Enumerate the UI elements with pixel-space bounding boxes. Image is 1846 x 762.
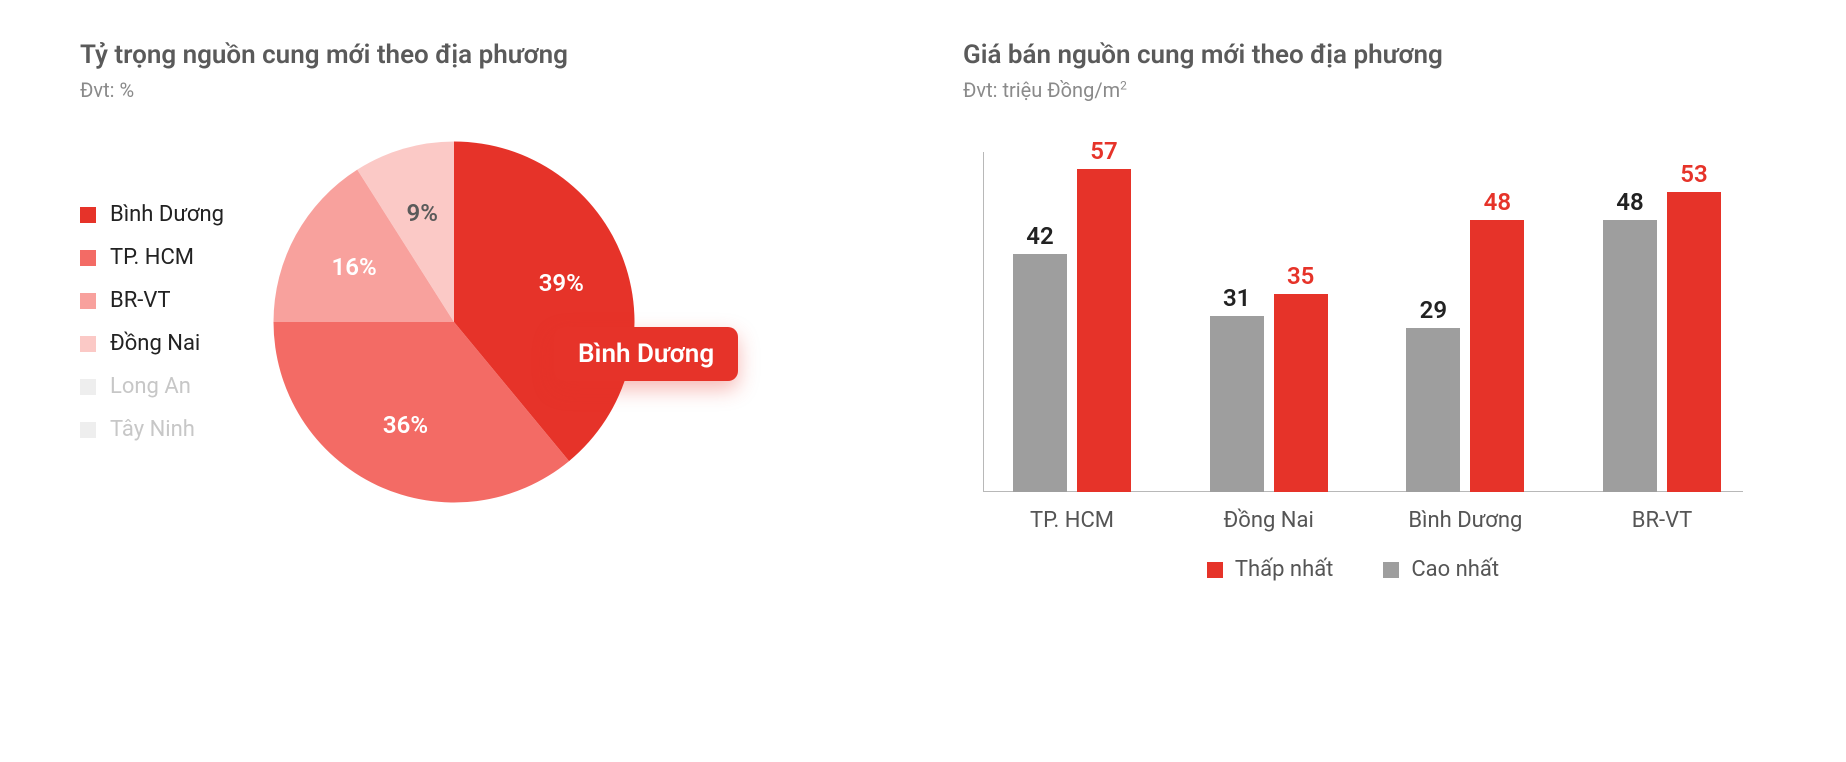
bar: 53: [1667, 192, 1721, 492]
pie-slice-label: 39%: [539, 269, 584, 297]
bar-legend-swatch: [1207, 562, 1223, 578]
pie-legend-label: Long An: [110, 374, 191, 399]
pie-area: Bình Dương TP. HCM BR-VT Đồng Nai Long An Tây…: [80, 132, 883, 512]
pie-panel: Tỷ trọng nguồn cung mới theo địa phương …: [80, 40, 923, 722]
pie-legend-swatch: [80, 293, 96, 309]
pie-callout: Bình Dương: [554, 327, 738, 381]
bar-legend-item: Thấp nhất: [1207, 557, 1333, 582]
bar-subtitle-sup: 2: [1120, 78, 1127, 92]
bar-category-label: Đồng Nai: [1224, 508, 1314, 533]
bar-value-label: 53: [1667, 160, 1721, 188]
pie-legend-label: BR-VT: [110, 288, 170, 313]
bar: 31: [1210, 316, 1264, 492]
pie-legend-label: TP. HCM: [110, 245, 194, 270]
pie-slice-label: 9%: [406, 199, 437, 227]
bar-value-label: 31: [1210, 284, 1264, 312]
bar-value-label: 42: [1013, 222, 1067, 250]
pie-slice-label: 36%: [383, 411, 428, 439]
bar-category-label: Bình Dương: [1408, 508, 1522, 533]
pie-legend: Bình Dương TP. HCM BR-VT Đồng Nai Long An Tây…: [80, 184, 224, 460]
bar: 48: [1470, 220, 1524, 492]
bar-legend-item: Cao nhất: [1383, 557, 1499, 582]
bar-legend-label: Thấp nhất: [1235, 557, 1333, 582]
pie-title: Tỷ trọng nguồn cung mới theo địa phương: [80, 40, 883, 70]
bar: 42: [1013, 254, 1067, 492]
pie-legend-swatch: [80, 207, 96, 223]
pie-legend-item: Đồng Nai: [80, 331, 224, 356]
bar-legend: Thấp nhất Cao nhất: [963, 557, 1743, 582]
pie-legend-item: BR-VT: [80, 288, 224, 313]
bar: 35: [1274, 294, 1328, 492]
bar-legend-swatch: [1383, 562, 1399, 578]
bar-value-label: 35: [1274, 262, 1328, 290]
pie-slice-label: 16%: [332, 253, 377, 281]
bar-subtitle-text: Đvt: triệu Đồng/m: [963, 78, 1120, 102]
bar-value-label: 48: [1603, 188, 1657, 216]
pie-subtitle: Đvt: %: [80, 78, 883, 102]
pie-svg: [264, 132, 644, 512]
pie-legend-item: Long An: [80, 374, 224, 399]
pie-legend-swatch: [80, 422, 96, 438]
bar-value-label: 29: [1406, 296, 1460, 324]
pie-legend-swatch: [80, 336, 96, 352]
bar-panel: Giá bán nguồn cung mới theo địa phương Đ…: [923, 40, 1766, 722]
bar-group: 4257TP. HCM: [1013, 169, 1131, 492]
bar: 57: [1077, 169, 1131, 492]
bar-value-label: 48: [1470, 188, 1524, 216]
bar-title: Giá bán nguồn cung mới theo địa phương: [963, 40, 1766, 70]
pie-legend-label: Đồng Nai: [110, 331, 200, 356]
bar-axis-y: [983, 152, 984, 492]
bar-plot: 4257TP. HCM3135Đồng Nai2948Bình Dương485…: [983, 152, 1743, 492]
pie-legend-label: Bình Dương: [110, 202, 224, 227]
pie-legend-swatch: [80, 379, 96, 395]
pie-legend-item: TP. HCM: [80, 245, 224, 270]
pie-chart: Bình Dương 39%36%16%9%: [264, 132, 644, 512]
bar-group: 3135Đồng Nai: [1210, 294, 1328, 492]
bar-category-label: BR-VT: [1632, 508, 1692, 533]
bar: 29: [1406, 328, 1460, 492]
bar-chart: 4257TP. HCM3135Đồng Nai2948Bình Dương485…: [963, 132, 1743, 552]
pie-legend-swatch: [80, 250, 96, 266]
bar-value-label: 57: [1077, 137, 1131, 165]
bar-category-label: TP. HCM: [1030, 508, 1114, 533]
pie-legend-item: Bình Dương: [80, 202, 224, 227]
bar-group: 2948Bình Dương: [1406, 220, 1524, 492]
bar-legend-label: Cao nhất: [1411, 557, 1499, 582]
pie-legend-item: Tây Ninh: [80, 417, 224, 442]
bar: 48: [1603, 220, 1657, 492]
bar-subtitle: Đvt: triệu Đồng/m2: [963, 78, 1766, 102]
pie-legend-label: Tây Ninh: [110, 417, 195, 442]
bar-group: 4853BR-VT: [1603, 192, 1721, 492]
